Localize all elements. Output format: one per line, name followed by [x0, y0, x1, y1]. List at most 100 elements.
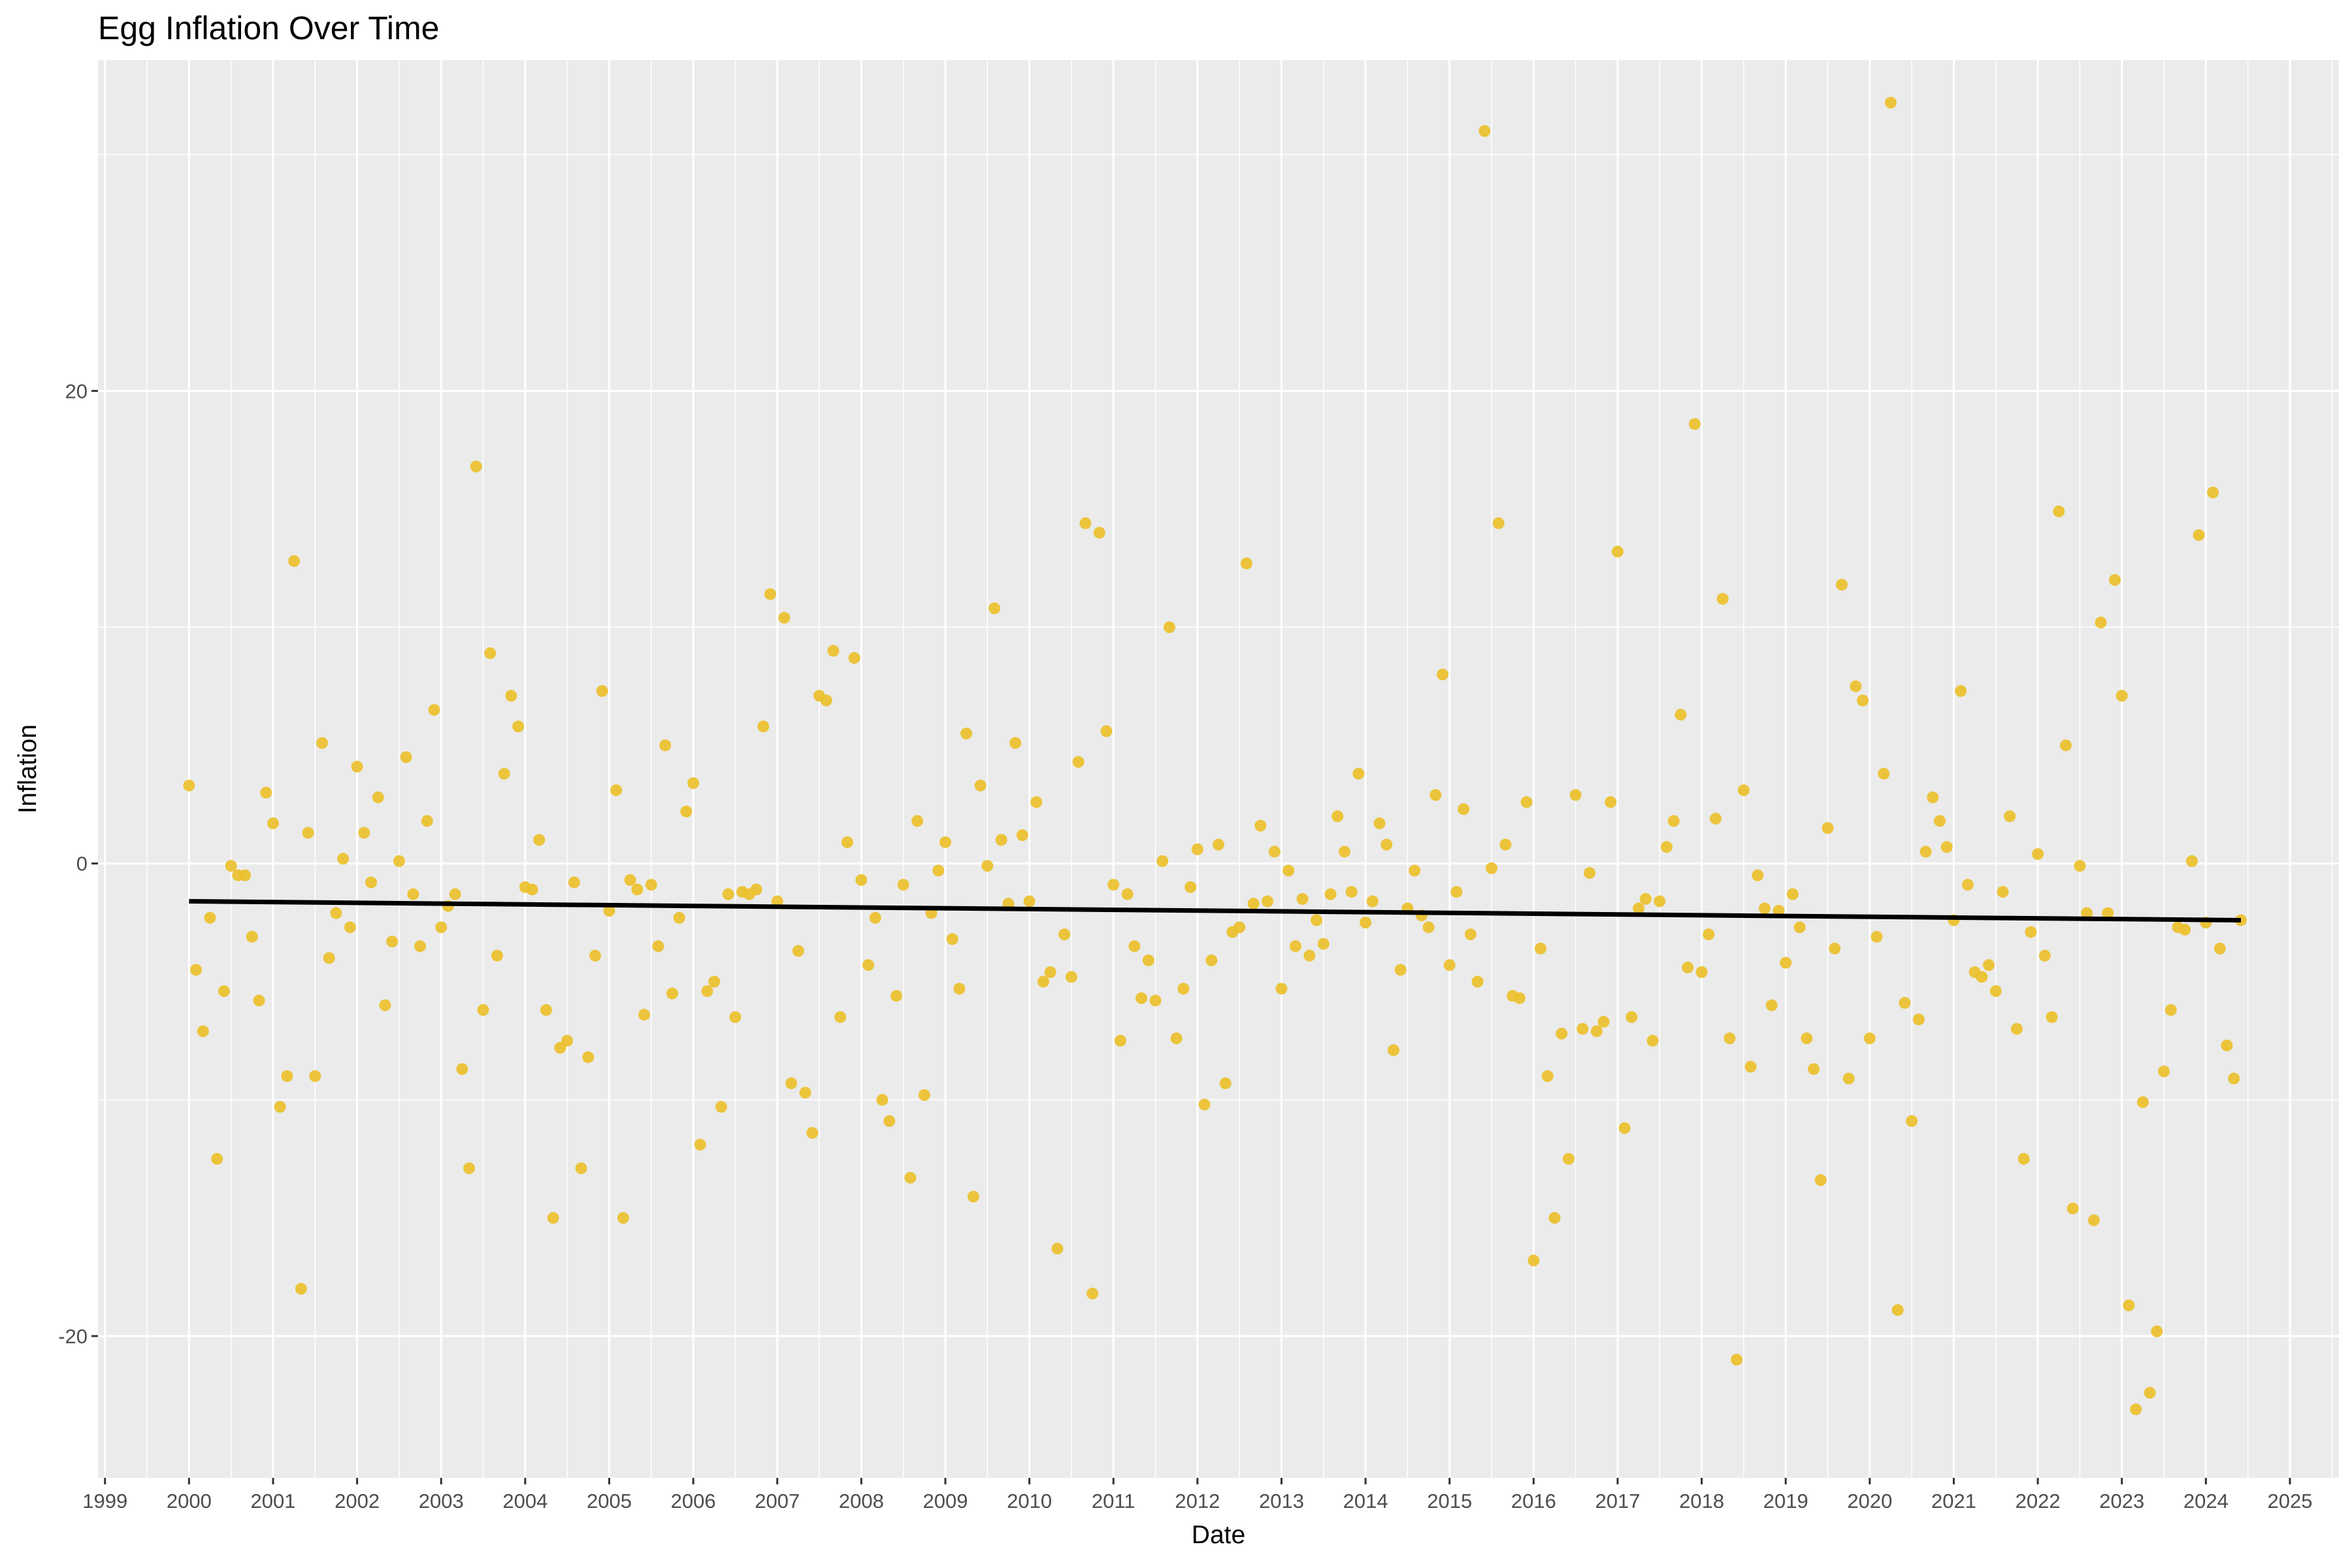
data-point — [260, 787, 272, 799]
data-point — [1387, 1044, 1399, 1056]
data-point — [1163, 621, 1175, 633]
data-point — [988, 602, 1000, 615]
data-point — [2102, 907, 2114, 919]
data-point — [2185, 855, 2198, 868]
data-point — [771, 895, 783, 907]
data-point — [1394, 964, 1407, 976]
data-point — [883, 1115, 896, 1127]
data-point — [449, 888, 461, 900]
data-point — [1703, 928, 1715, 941]
data-point — [1128, 940, 1141, 953]
data-point — [1541, 1070, 1554, 1083]
data-point — [1548, 1212, 1561, 1224]
data-point — [1373, 817, 1386, 830]
data-point — [1997, 886, 2009, 898]
data-point — [659, 739, 672, 751]
x-tick-label: 2012 — [1175, 1490, 1220, 1512]
data-point — [1667, 815, 1680, 827]
data-point — [1695, 966, 1708, 979]
data-point — [1023, 895, 1036, 907]
data-point — [715, 1101, 727, 1113]
data-point — [1422, 921, 1435, 934]
data-point — [309, 1070, 321, 1083]
data-point — [1121, 888, 1134, 900]
data-point — [841, 836, 853, 849]
data-point — [344, 921, 356, 934]
data-point — [1437, 668, 1448, 681]
x-tick-label: 1999 — [82, 1490, 127, 1512]
data-point — [750, 883, 762, 896]
data-point — [1934, 815, 1946, 827]
data-point — [2136, 1096, 2149, 1108]
data-point — [2144, 1386, 2156, 1399]
data-point — [1443, 959, 1456, 972]
data-point — [2228, 1072, 2240, 1085]
data-point — [568, 876, 580, 889]
data-point — [1976, 971, 1988, 983]
data-point — [2164, 1004, 2177, 1016]
data-point — [302, 826, 314, 839]
data-point — [1492, 517, 1505, 529]
x-axis-title: Date — [1192, 1521, 1245, 1549]
data-point — [379, 999, 391, 1011]
data-point — [477, 1004, 489, 1016]
data-point — [1247, 898, 1260, 910]
data-point — [1870, 930, 1883, 943]
data-point — [1786, 888, 1799, 900]
data-point — [1850, 680, 1862, 693]
x-tick-label: 2008 — [839, 1490, 884, 1512]
data-point — [484, 647, 497, 659]
data-point — [2123, 1299, 2135, 1311]
data-point — [1486, 862, 1498, 874]
data-point — [1030, 796, 1043, 808]
data-point — [225, 860, 237, 872]
data-point — [799, 1086, 811, 1099]
data-point — [2130, 1403, 2142, 1416]
x-tick-label: 2016 — [1511, 1490, 1556, 1512]
data-point — [1282, 864, 1295, 877]
data-point — [1065, 971, 1077, 983]
data-point — [967, 1190, 979, 1203]
data-point — [673, 911, 685, 924]
data-point — [1983, 959, 1995, 972]
data-point — [253, 994, 265, 1007]
data-point — [2221, 1039, 2233, 1052]
data-point — [953, 983, 966, 995]
data-point — [995, 834, 1007, 846]
data-point — [547, 1212, 559, 1224]
data-point — [295, 1282, 307, 1295]
data-point — [1955, 685, 1967, 697]
data-point — [1759, 902, 1771, 915]
data-point — [2025, 926, 2037, 938]
x-tick-label: 2000 — [167, 1490, 212, 1512]
data-point — [1149, 994, 1162, 1007]
x-tick-label: 2014 — [1343, 1490, 1388, 1512]
data-point — [1556, 1028, 1568, 1040]
data-point — [1114, 1034, 1126, 1047]
x-tick-label: 2001 — [250, 1490, 295, 1512]
data-point — [1527, 1254, 1540, 1267]
data-point — [1317, 938, 1330, 950]
data-point — [1716, 593, 1729, 605]
data-point — [610, 784, 623, 796]
data-point — [2151, 1325, 2163, 1337]
data-point — [1303, 949, 1316, 962]
data-point — [463, 1162, 476, 1175]
data-point — [1100, 725, 1113, 738]
data-point — [1808, 1063, 1820, 1075]
data-point — [638, 1009, 651, 1021]
data-point — [1562, 1152, 1575, 1165]
data-point — [1829, 942, 1841, 955]
data-point — [1654, 895, 1666, 907]
data-point — [1177, 983, 1190, 995]
data-point — [1345, 886, 1358, 898]
data-point — [624, 874, 636, 886]
x-tick-label: 2002 — [335, 1490, 380, 1512]
y-tick-label: -20 — [58, 1325, 88, 1348]
data-point — [862, 959, 875, 972]
data-point — [778, 612, 791, 624]
data-point — [2032, 848, 2044, 860]
data-point — [470, 461, 482, 473]
data-point — [1885, 97, 1897, 109]
data-point — [1016, 829, 1028, 841]
